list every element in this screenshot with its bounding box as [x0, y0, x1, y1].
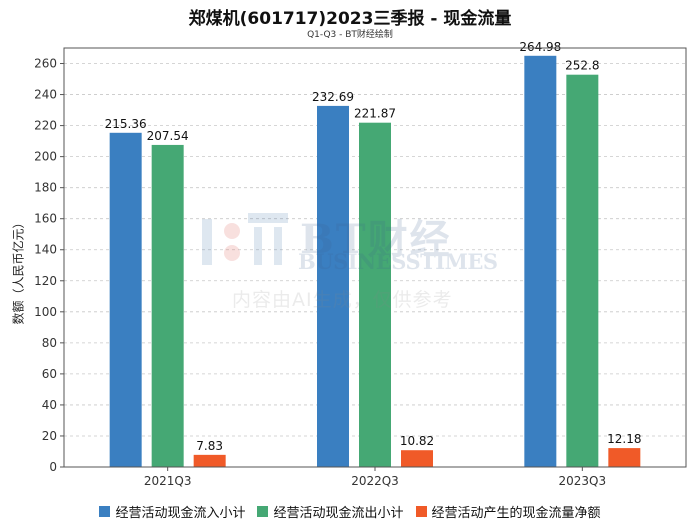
y-tick-label: 180 [34, 181, 57, 195]
y-tick-label: 120 [34, 274, 57, 288]
legend-item: 经营活动产生的现金流量净额 [415, 502, 601, 521]
data-label: 207.54 [147, 129, 189, 143]
y-tick-label: 240 [34, 88, 57, 102]
legend-swatch [99, 506, 111, 517]
bar [359, 122, 391, 468]
x-tick-label: 2022Q3 [351, 474, 399, 488]
bars [109, 55, 641, 468]
y-tick-label: 200 [34, 150, 57, 164]
data-label: 221.87 [354, 107, 396, 121]
data-label: 7.83 [196, 439, 223, 453]
plot-frame [63, 47, 687, 468]
legend-item: 经营活动现金流入小计 [99, 502, 245, 521]
bar [608, 448, 641, 467]
legend-label: 经营活动产生的现金流量净额 [431, 506, 601, 521]
legend-label: 经营活动现金流入小计 [115, 506, 246, 521]
bar [317, 105, 349, 467]
y-tick-label: 160 [34, 212, 57, 226]
y-tick-label: 60 [42, 367, 57, 381]
y-tick-label: 220 [34, 119, 57, 133]
legend-label: 经营活动现金流出小计 [273, 506, 404, 521]
y-tick-label: 20 [42, 429, 57, 443]
chart-title: 郑煤机(601717)2023三季报 - 现金流量 [188, 9, 512, 29]
bar [109, 132, 142, 467]
bar [524, 55, 557, 468]
legend-swatch [257, 506, 269, 517]
data-label: 12.18 [607, 432, 641, 446]
x-tick-label: 2021Q3 [144, 474, 192, 488]
y-tick-label: 260 [34, 57, 57, 71]
legend-swatch [415, 506, 427, 517]
data-label: 215.36 [105, 117, 147, 131]
y-tick-label: 0 [49, 460, 57, 474]
chart-subtitle: Q1-Q3 - BT财经绘制 [307, 30, 393, 40]
legend: 经营活动现金流入小计 经营活动现金流出小计 经营活动产生的现金流量净额 [0, 502, 700, 521]
bar-chart: 0 20 40 60 80 100 120 140 160 180 200 220 240 260 202… [34, 40, 687, 488]
bar [151, 144, 184, 468]
legend-item: 经营活动现金流出小计 [257, 502, 404, 521]
data-label: 232.69 [312, 90, 354, 104]
data-label: 252.8 [565, 59, 599, 73]
bar [566, 74, 599, 468]
y-tick-label: 140 [34, 243, 57, 257]
x-axis: 2021Q3 2022Q3 2023Q3 [144, 467, 606, 488]
data-label: 264.98 [519, 40, 561, 54]
y-tick-label: 100 [34, 305, 57, 319]
y-tick-label: 80 [42, 336, 57, 350]
x-tick-label: 2023Q3 [559, 474, 607, 488]
y-axis: 0 20 40 60 80 100 120 140 160 180 200 220 240 260 [34, 57, 64, 474]
bar [193, 454, 226, 467]
y-tick-label: 40 [42, 398, 57, 412]
data-label: 10.82 [400, 434, 434, 448]
bar [401, 450, 433, 467]
